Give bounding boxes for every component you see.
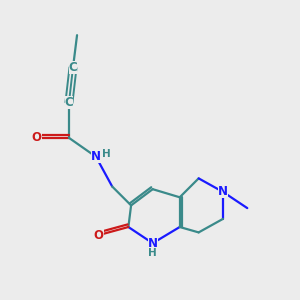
Text: C: C — [64, 96, 73, 109]
Text: N: N — [148, 237, 158, 250]
Text: N: N — [218, 185, 228, 198]
Text: C: C — [69, 61, 77, 74]
Text: O: O — [94, 229, 104, 242]
Text: N: N — [91, 150, 101, 163]
Text: H: H — [148, 248, 157, 259]
Text: H: H — [102, 148, 111, 158]
Text: O: O — [32, 131, 41, 144]
